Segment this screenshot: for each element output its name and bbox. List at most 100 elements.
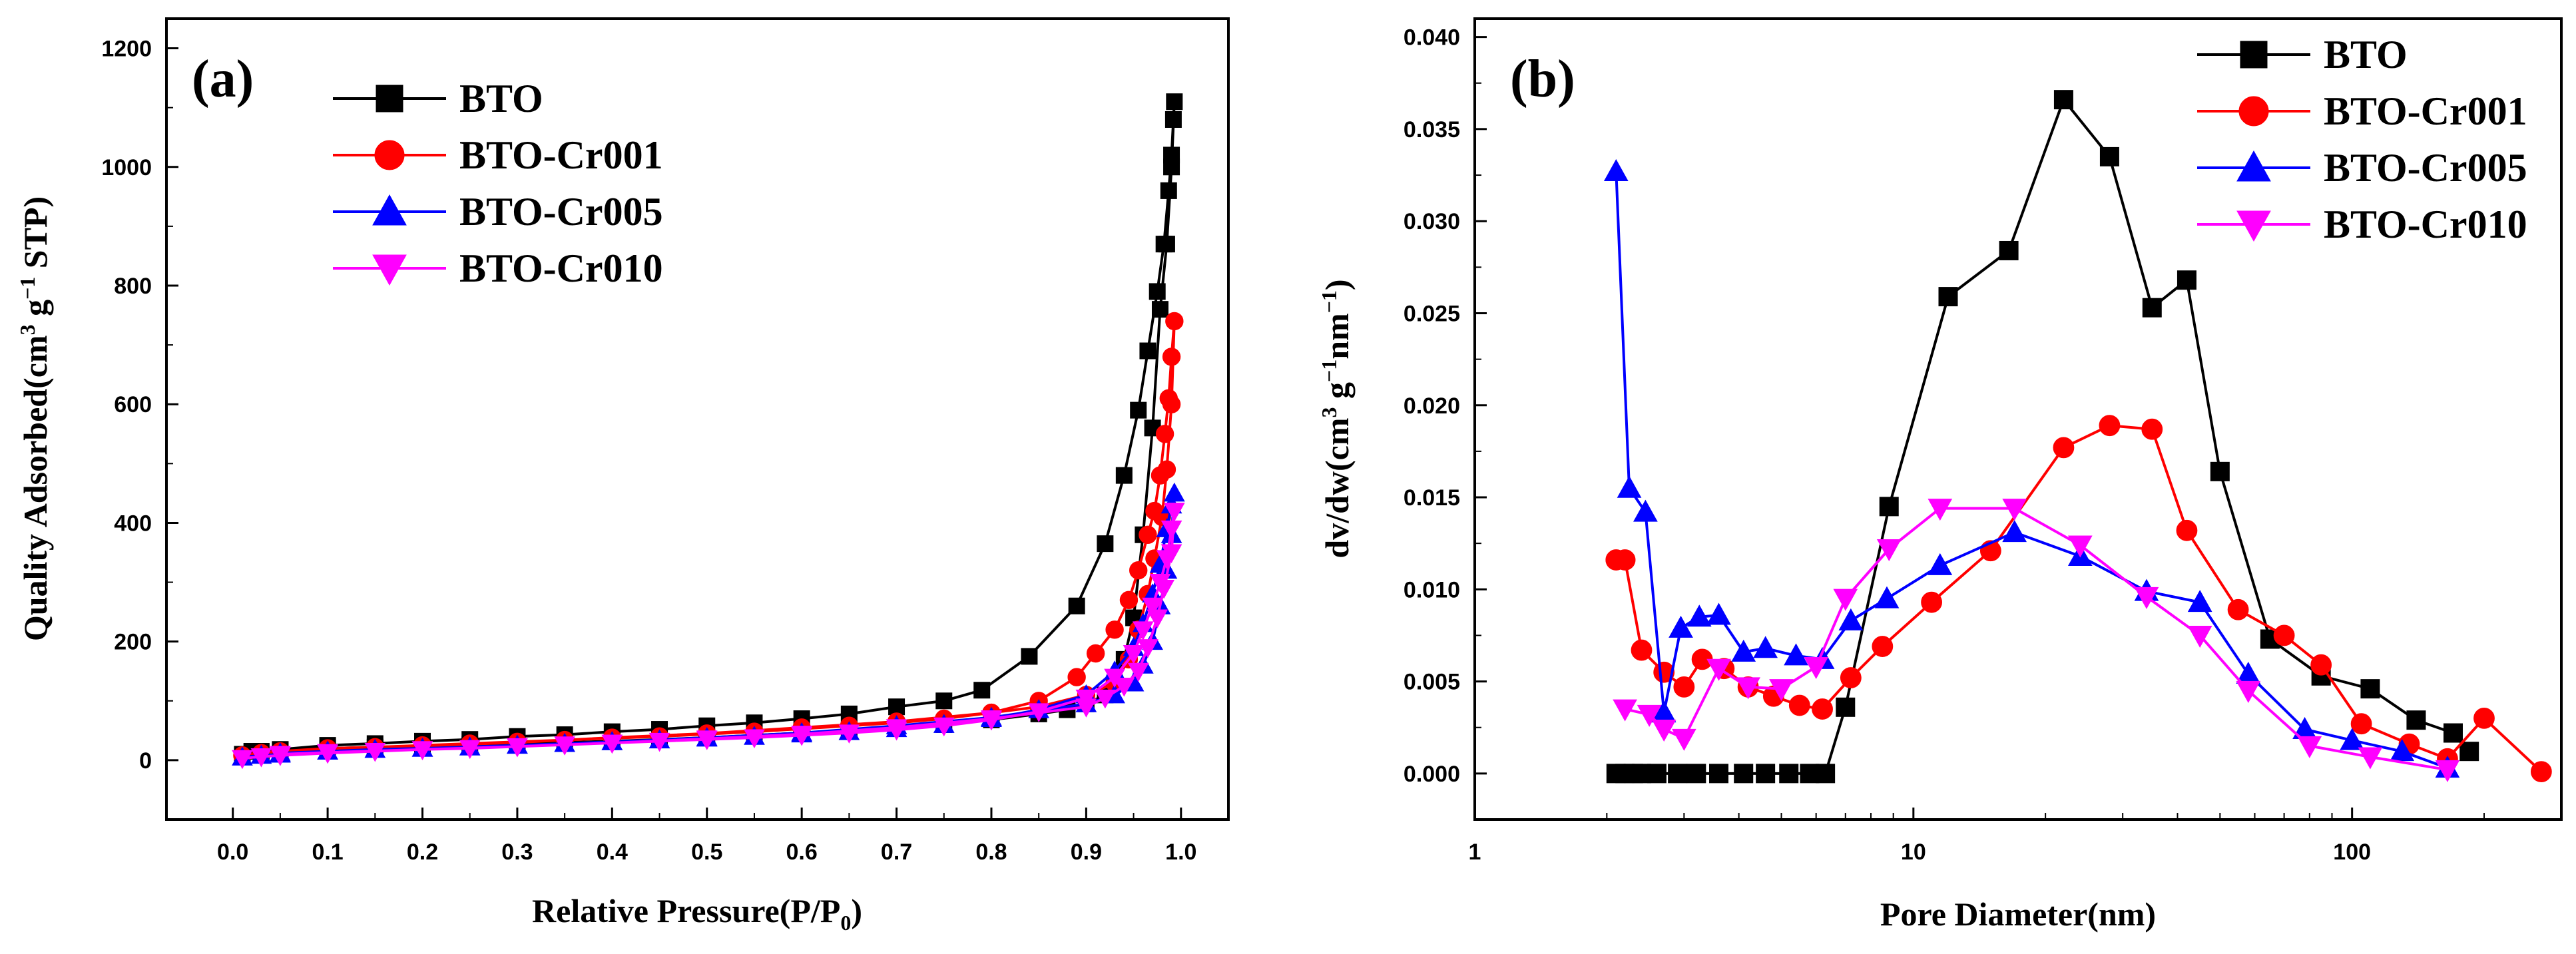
a-data-point	[554, 736, 575, 756]
a-data-point	[250, 748, 272, 768]
b-data-point	[1838, 608, 1864, 630]
b-data-point	[1876, 539, 1902, 561]
a-data-point	[744, 729, 765, 749]
b-data-point	[1633, 499, 1658, 522]
b-data-point	[1999, 240, 2019, 260]
a-data-point	[1075, 698, 1097, 718]
b-data-point	[1673, 676, 1695, 698]
b-legend-marker	[2236, 210, 2271, 242]
b-data-point	[2459, 742, 2479, 762]
b-data-point	[2142, 298, 2162, 318]
a-data-point	[459, 740, 481, 760]
b-data-point	[2176, 519, 2198, 541]
a-data-point	[270, 746, 291, 766]
b-y-tick-label: 0.010	[1404, 577, 1460, 602]
panel-a-label: (a)	[192, 50, 254, 109]
b-data-point	[1706, 602, 1731, 625]
b-data-point	[1668, 764, 1688, 784]
a-data-point	[973, 682, 991, 699]
a-data-point	[981, 710, 1002, 730]
panel-a-x-axis-title: Relative Pressure(P/P0)	[532, 892, 862, 935]
a-data-point	[1119, 591, 1139, 609]
a-data-point	[1068, 597, 1085, 614]
a-data-point	[1160, 544, 1182, 564]
a-data-point	[1163, 158, 1180, 176]
a-data-point	[1097, 535, 1114, 553]
panel-a-y-axis-title: Quality Adsorbed(cm3 g−1 STP)	[15, 196, 54, 641]
b-data-point	[1647, 764, 1667, 784]
a-data-point	[317, 744, 338, 764]
a-data-point	[1147, 609, 1168, 629]
a-series-line	[242, 321, 1176, 757]
a-data-point	[232, 750, 253, 770]
a-y-tick-label: 600	[114, 392, 152, 417]
b-y-tick-label: 0.000	[1404, 762, 1460, 787]
b-data-point	[2358, 747, 2383, 770]
b-data-point	[2360, 679, 2380, 699]
b-data-point	[1833, 589, 1858, 611]
b-y-tick-label: 0.025	[1404, 301, 1460, 326]
b-data-point	[2350, 713, 2372, 735]
a-data-point	[1086, 644, 1105, 663]
a-data-point	[1163, 503, 1185, 522]
a-data-point	[1132, 621, 1154, 640]
a-x-tick-label: 0.0	[217, 839, 248, 865]
b-legend-label: BTO	[2324, 33, 2408, 77]
b-data-point	[2099, 415, 2121, 437]
b-data-point	[1769, 679, 1794, 702]
b-data-point	[1709, 764, 1729, 784]
b-data-point	[1731, 639, 1756, 662]
a-data-point	[1162, 395, 1181, 413]
b-data-point	[1784, 643, 1808, 666]
b-legend-item: BTO-Cr005	[2197, 146, 2527, 190]
a-data-point	[1139, 342, 1157, 359]
b-legend-item: BTO-Cr010	[2197, 202, 2527, 246]
a-data-point	[1130, 401, 1147, 419]
b-data-point	[2187, 625, 2212, 648]
a-data-point	[696, 730, 718, 750]
b-data-point	[1872, 636, 1894, 657]
a-legend-label: BTO	[459, 77, 543, 120]
a-legend-marker	[376, 85, 403, 113]
a-data-point	[411, 741, 433, 760]
b-data-point	[2406, 710, 2426, 730]
b-y-tick-label: 0.040	[1404, 25, 1460, 51]
b-data-point	[1734, 764, 1754, 784]
panel-b-series-group	[1603, 90, 2552, 784]
b-data-point	[1938, 287, 1958, 307]
b-series-bto-cr001	[1605, 415, 2552, 782]
a-data-point	[1153, 579, 1175, 599]
a-data-point	[1142, 597, 1163, 617]
panel-a-legend: BTO BTO-Cr001 BTO-Cr005 BTO-Cr010	[333, 77, 663, 290]
a-data-point	[364, 743, 386, 762]
b-legend-marker	[2238, 96, 2269, 126]
b-data-point	[1788, 694, 1810, 716]
b-y-tick-label: 0.005	[1404, 670, 1460, 695]
a-data-point	[1095, 689, 1116, 709]
a-series-bto	[234, 93, 1183, 763]
b-data-point	[1840, 667, 1862, 688]
a-legend-item: BTO-Cr005	[333, 190, 663, 234]
b-data-point	[1753, 636, 1778, 658]
b-x-tick-label: 10	[1901, 839, 1926, 865]
a-data-point	[1160, 182, 1177, 199]
b-data-point	[1651, 719, 1676, 742]
b-data-point	[1686, 764, 1706, 784]
a-legend-label: BTO-Cr005	[459, 190, 663, 234]
b-data-point	[1603, 159, 1629, 182]
b-data-point	[2435, 760, 2460, 782]
a-data-point	[1028, 703, 1050, 722]
b-data-point	[2310, 654, 2332, 676]
b-data-point	[1812, 698, 1833, 720]
b-legend-label: BTO-Cr001	[2324, 89, 2527, 133]
a-legend-item: BTO-Cr010	[333, 246, 663, 290]
a-y-tick-label: 200	[114, 630, 152, 655]
a-x-tick-label: 0.9	[1071, 839, 1102, 865]
a-data-point	[1127, 662, 1149, 682]
b-y-tick-label: 0.030	[1404, 209, 1460, 234]
a-legend-item: BTO	[333, 77, 543, 120]
a-data-point	[1165, 312, 1184, 331]
b-data-point	[1928, 553, 1953, 575]
a-data-point	[1067, 668, 1086, 686]
